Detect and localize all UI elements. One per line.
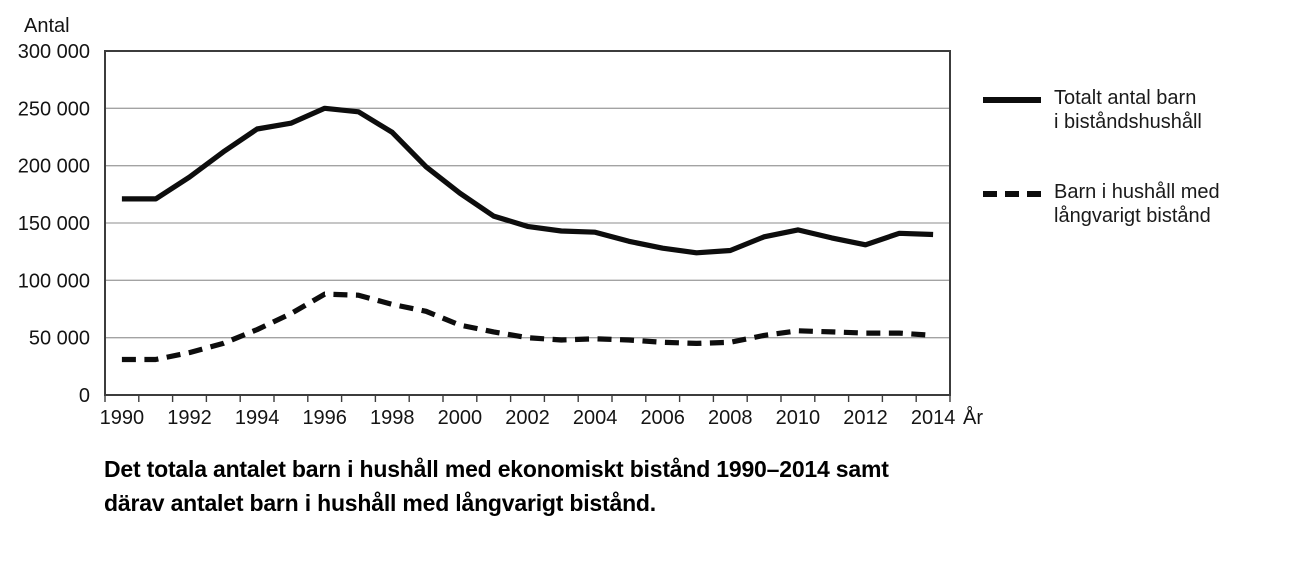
y-tick-label: 300 000 [18,41,90,63]
plot-border [104,50,951,396]
x-tick-label: 2014 [911,407,956,429]
x-tick-label: 2012 [843,407,888,429]
x-tick-label: 2006 [640,407,685,429]
x-axis-title: År [963,406,983,429]
y-axis-title: Antal [24,15,70,37]
series-total-line [121,105,934,256]
legend-label-total: Totalt antal barn i biståndshushåll [1054,86,1202,134]
solid-line-swatch [983,97,1041,103]
x-tick-label: 2008 [708,407,753,429]
y-tick-label: 100 000 [18,270,90,292]
y-tick-label: 0 [79,385,90,407]
y-tick-label: 50 000 [29,328,90,350]
series-longterm-line [121,291,934,363]
legend-label-longterm-line2: långvarigt bistånd [1054,205,1211,227]
x-tick-label: 1992 [167,407,212,429]
y-tick-label: 200 000 [18,156,90,178]
legend-item-longterm: Barn i hushåll med långvarigt bistånd [983,180,1220,228]
legend-label-total-line2: i biståndshushåll [1054,111,1202,133]
x-tick-label: 1990 [100,407,145,429]
legend-item-total: Totalt antal barn i biståndshushåll [983,86,1220,134]
y-tick-label: 150 000 [18,213,90,235]
line-chart: 0 50 000 100 000 150 000 200 000 250 000 300 0… [18,15,984,429]
x-tick-label: 2002 [505,407,550,429]
legend-label-total-line1: Totalt antal barn [1054,87,1197,109]
x-tick-label: 1998 [370,407,415,429]
chart-legend: Totalt antal barn i biståndshushåll Barn… [983,86,1220,228]
caption-line1: Det totala antalet barn i hushåll med ek… [104,456,889,482]
x-tick-label: 2004 [573,407,618,429]
dashed-line-swatch [983,191,1041,197]
legend-label-longterm: Barn i hushåll med långvarigt bistånd [1054,180,1220,228]
x-tick-label: 1996 [302,407,347,429]
caption-line2: därav antalet barn i hushåll med långvar… [104,490,656,516]
legend-label-longterm-line1: Barn i hushåll med [1054,181,1220,203]
figure-caption: Det totala antalet barn i hushåll med ek… [104,452,889,520]
x-tick-label: 1994 [235,407,280,429]
x-tick-label: 2000 [438,407,483,429]
x-tick-label: 2010 [776,407,821,429]
y-tick-label: 250 000 [18,98,90,120]
